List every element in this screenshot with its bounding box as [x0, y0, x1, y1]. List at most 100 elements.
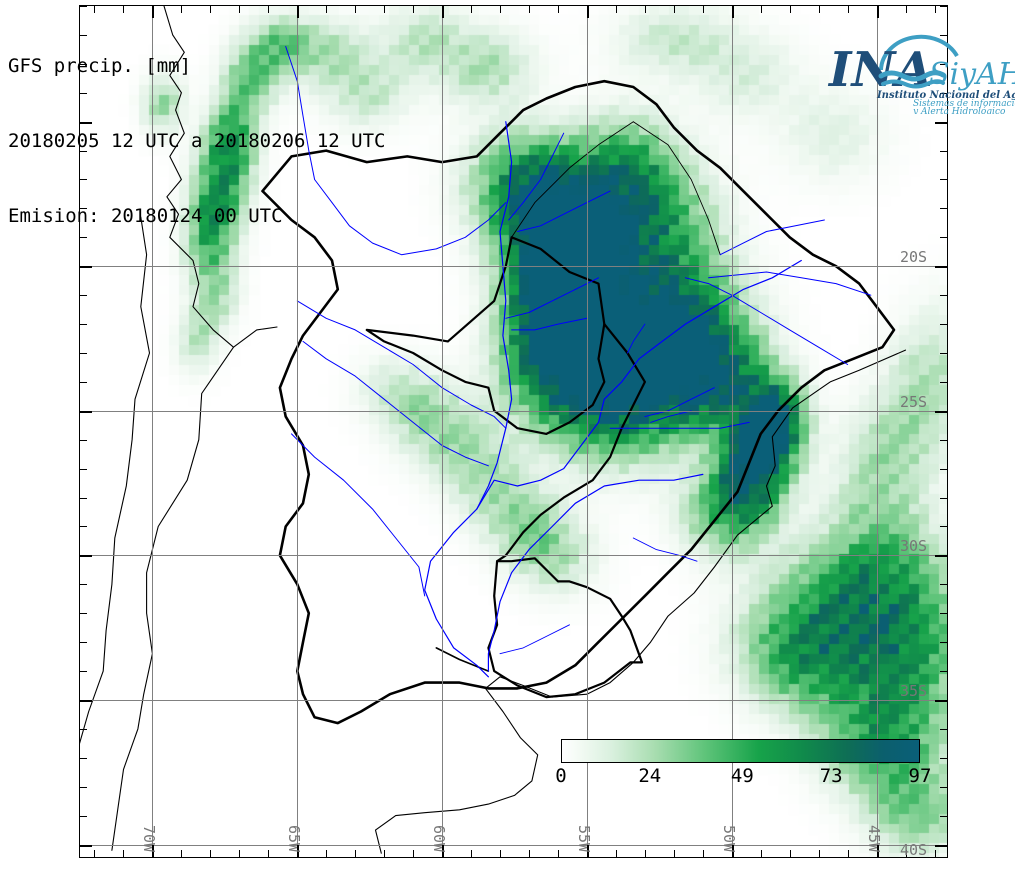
tick-left-32S	[80, 613, 87, 615]
title-variable: GFS precip. [mm]	[8, 55, 192, 77]
tick-top-68W	[210, 6, 212, 13]
tick-bottom-52W	[673, 850, 675, 857]
tick-top-53W	[644, 6, 646, 13]
border-bolivia-west	[163, 6, 278, 348]
tick-left-14S	[80, 92, 87, 94]
tick-top-67W	[239, 6, 241, 13]
tick-bottom-68W	[210, 850, 212, 857]
gridline-lat-25S	[80, 410, 947, 412]
tick-bottom-59W	[471, 850, 473, 857]
tick-right-29S	[940, 526, 947, 528]
tick-right-15S	[935, 121, 947, 124]
river-ivinhema	[627, 323, 646, 354]
colorbar-tick-24: 24	[638, 765, 662, 787]
tick-bottom-64W	[326, 850, 328, 857]
tick-bottom-49W	[760, 850, 762, 857]
ina-siyah-logo: INA SiyAH Instituto Nacional del Agua Si…	[825, 26, 1024, 117]
gridline-lat-20S	[80, 266, 947, 268]
tick-right-34S	[940, 671, 947, 673]
river-upper-parana	[476, 259, 802, 510]
border-mato-grosso	[511, 121, 634, 238]
colorbar-tick-labels: 0 24 49 73 97	[555, 763, 931, 787]
tick-left-22S	[80, 324, 87, 326]
tick-left-15S	[80, 121, 92, 124]
tick-top-50W	[731, 6, 734, 18]
tick-left-40S	[80, 844, 92, 847]
border-brazil-argentina	[496, 323, 646, 563]
tick-left-38S	[80, 786, 87, 788]
tick-right-38S	[940, 786, 947, 788]
tick-right-26S	[940, 439, 947, 441]
tick-right-23S	[940, 352, 947, 354]
river-ivai	[644, 387, 715, 418]
tick-bottom-66W	[268, 850, 270, 857]
lon-label-55W: 55W	[574, 825, 593, 853]
tick-top-66W	[268, 6, 270, 13]
river-tiete	[684, 277, 849, 365]
coastline-pacific	[80, 216, 151, 744]
river-piquiri	[650, 410, 692, 423]
tick-right-22S	[940, 324, 947, 326]
tick-bottom-51W	[702, 850, 704, 857]
tick-left-33S	[80, 642, 87, 644]
lon-label-45W: 45W	[864, 825, 883, 853]
tick-right-33S	[940, 642, 947, 644]
tick-bottom-71W	[123, 850, 125, 857]
tick-top-58W	[500, 6, 502, 13]
lat-label-35S: 35S	[900, 681, 928, 700]
tick-top-69W	[181, 6, 183, 13]
map-vector-overlay	[80, 6, 907, 854]
tick-right-12S	[940, 34, 947, 36]
lat-label-20S: 20S	[900, 248, 928, 267]
tick-left-11S	[80, 6, 87, 7]
border-goias	[632, 121, 721, 256]
border-paraguay	[365, 236, 606, 435]
tick-right-28S	[940, 497, 947, 499]
river-taquari	[516, 190, 611, 232]
tick-right-14S	[940, 92, 947, 94]
tick-top-45W	[876, 6, 879, 18]
map-title-block: GFS precip. [mm] 20180205 12 UTC a 20180…	[8, 4, 386, 279]
colorbar-tick-97: 97	[908, 765, 932, 787]
tick-left-23S	[80, 352, 87, 354]
lon-label-65W: 65W	[285, 825, 304, 853]
lat-label-30S: 30S	[900, 537, 928, 556]
tick-right-18S	[940, 208, 947, 210]
tick-right-19S	[940, 237, 947, 239]
tick-left-28S	[80, 497, 87, 499]
lon-label-70W: 70W	[140, 825, 159, 853]
tick-top-59W	[471, 6, 473, 13]
tick-right-35S	[935, 699, 947, 702]
tick-bottom-44W	[905, 850, 907, 857]
river-jacui	[632, 537, 698, 562]
gridline-lat-35S	[80, 699, 947, 701]
tick-bottom-70W	[152, 845, 155, 857]
tick-left-16S	[80, 150, 87, 152]
tick-bottom-72W	[94, 850, 96, 857]
tick-top-70W	[152, 6, 155, 18]
tick-right-40S	[935, 844, 947, 847]
tick-right-11S	[940, 6, 947, 7]
tick-left-30S	[80, 555, 92, 558]
tick-left-25S	[80, 410, 92, 413]
tick-left-27S	[80, 468, 87, 470]
tick-right-13S	[940, 63, 947, 65]
border-uruguay	[487, 557, 644, 699]
border-argentina-chile	[111, 346, 235, 851]
tick-top-63W	[355, 6, 357, 13]
river-grande	[331, 202, 507, 256]
tick-left-31S	[80, 584, 87, 586]
river-paraguay-parana	[424, 121, 513, 678]
tick-left-13S	[80, 63, 87, 65]
tick-top-44W	[905, 6, 907, 13]
tick-right-27S	[940, 468, 947, 470]
tick-top-55W	[586, 6, 589, 18]
coastline-atlantic	[374, 349, 907, 854]
gridline-lon-55W	[586, 6, 588, 857]
tick-bottom-58W	[500, 850, 502, 857]
colorbar-tick-49: 49	[730, 765, 754, 787]
tick-bottom-69W	[181, 850, 183, 857]
tick-bottom-48W	[789, 850, 791, 857]
tick-top-62W	[384, 6, 386, 13]
gridline-lon-45W	[876, 6, 878, 857]
